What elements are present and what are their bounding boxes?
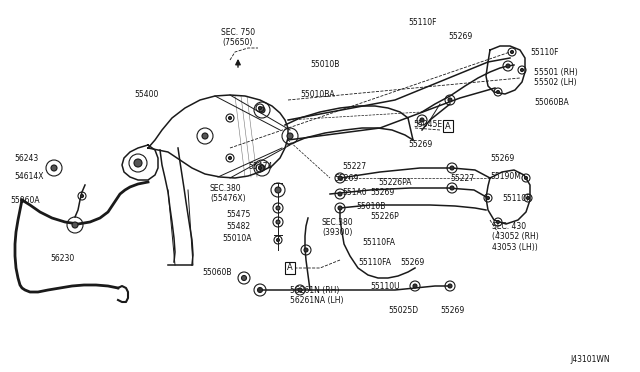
- Text: 55110F: 55110F: [408, 18, 436, 27]
- Circle shape: [259, 106, 262, 109]
- Text: 55269: 55269: [490, 154, 515, 163]
- Circle shape: [228, 157, 232, 160]
- Circle shape: [72, 222, 78, 228]
- Circle shape: [134, 159, 142, 167]
- Circle shape: [413, 284, 417, 288]
- Text: 55060BA: 55060BA: [534, 98, 569, 107]
- Text: 56261N (RH)
56261NA (LH): 56261N (RH) 56261NA (LH): [290, 286, 344, 305]
- Text: SEC.380
(39300): SEC.380 (39300): [322, 218, 354, 237]
- Text: 55269: 55269: [400, 258, 424, 267]
- Circle shape: [511, 51, 513, 54]
- Text: 55269: 55269: [334, 174, 358, 183]
- Text: 55482: 55482: [226, 222, 250, 231]
- Text: A: A: [287, 263, 293, 273]
- Circle shape: [259, 107, 265, 113]
- Circle shape: [51, 165, 57, 171]
- Circle shape: [259, 167, 262, 170]
- Circle shape: [520, 68, 524, 71]
- Text: 55226P: 55226P: [370, 212, 399, 221]
- Text: SEC.380
(55476X): SEC.380 (55476X): [210, 184, 246, 203]
- Circle shape: [259, 165, 265, 171]
- Text: 56230: 56230: [50, 254, 74, 263]
- Text: 55045E: 55045E: [413, 120, 442, 129]
- Circle shape: [287, 133, 293, 139]
- Text: 55190M: 55190M: [490, 172, 521, 181]
- Text: 54614X: 54614X: [14, 172, 44, 181]
- Text: 55110FA: 55110FA: [358, 258, 391, 267]
- Text: 55010B: 55010B: [310, 60, 339, 69]
- Text: 55227: 55227: [450, 174, 474, 183]
- Circle shape: [338, 192, 342, 196]
- Text: 55110FA: 55110FA: [362, 238, 395, 247]
- Text: 55269: 55269: [408, 140, 432, 149]
- Text: 55400: 55400: [134, 90, 158, 99]
- Text: 55110F: 55110F: [502, 194, 531, 203]
- Circle shape: [276, 238, 280, 241]
- Circle shape: [241, 276, 246, 280]
- Text: 55025D: 55025D: [388, 306, 418, 315]
- Text: 55060B: 55060B: [202, 268, 232, 277]
- Text: 55269: 55269: [448, 32, 472, 41]
- Circle shape: [298, 288, 302, 292]
- Text: 551A0: 551A0: [342, 188, 367, 197]
- Text: SEC. 750
(75650): SEC. 750 (75650): [221, 28, 255, 47]
- Circle shape: [304, 248, 308, 252]
- Circle shape: [338, 206, 342, 210]
- Circle shape: [338, 176, 342, 180]
- Circle shape: [450, 166, 454, 170]
- Circle shape: [276, 206, 280, 210]
- Text: 55010BA: 55010BA: [300, 90, 335, 99]
- Circle shape: [448, 284, 452, 288]
- Text: 55227: 55227: [342, 162, 366, 171]
- Circle shape: [276, 220, 280, 224]
- Circle shape: [275, 187, 281, 193]
- Text: SEC. 430
(43052 (RH)
43053 (LH)): SEC. 430 (43052 (RH) 43053 (LH)): [492, 222, 539, 252]
- Text: 56243: 56243: [14, 154, 38, 163]
- Circle shape: [450, 186, 454, 190]
- Circle shape: [81, 195, 83, 198]
- Text: 55501 (RH)
55502 (LH): 55501 (RH) 55502 (LH): [534, 68, 578, 87]
- Circle shape: [506, 64, 510, 68]
- Circle shape: [202, 133, 208, 139]
- Text: 55060A: 55060A: [10, 196, 40, 205]
- Text: 55269: 55269: [440, 306, 464, 315]
- Circle shape: [228, 116, 232, 119]
- Text: 55010A: 55010A: [222, 234, 252, 243]
- Circle shape: [257, 288, 262, 292]
- Circle shape: [525, 176, 527, 180]
- Circle shape: [527, 196, 529, 199]
- Circle shape: [497, 221, 499, 224]
- Text: 55269: 55269: [370, 188, 394, 197]
- Circle shape: [497, 90, 499, 93]
- Text: 55110F: 55110F: [530, 48, 559, 57]
- Text: 55474: 55474: [248, 162, 273, 171]
- Circle shape: [486, 196, 490, 199]
- Text: A: A: [445, 122, 451, 131]
- Text: 55226PA: 55226PA: [378, 178, 412, 187]
- Text: J43101WN: J43101WN: [570, 355, 610, 364]
- Text: 55010B: 55010B: [356, 202, 385, 211]
- Circle shape: [420, 118, 424, 122]
- Text: 55110U: 55110U: [370, 282, 399, 291]
- Circle shape: [448, 98, 452, 102]
- Text: 55475: 55475: [226, 210, 250, 219]
